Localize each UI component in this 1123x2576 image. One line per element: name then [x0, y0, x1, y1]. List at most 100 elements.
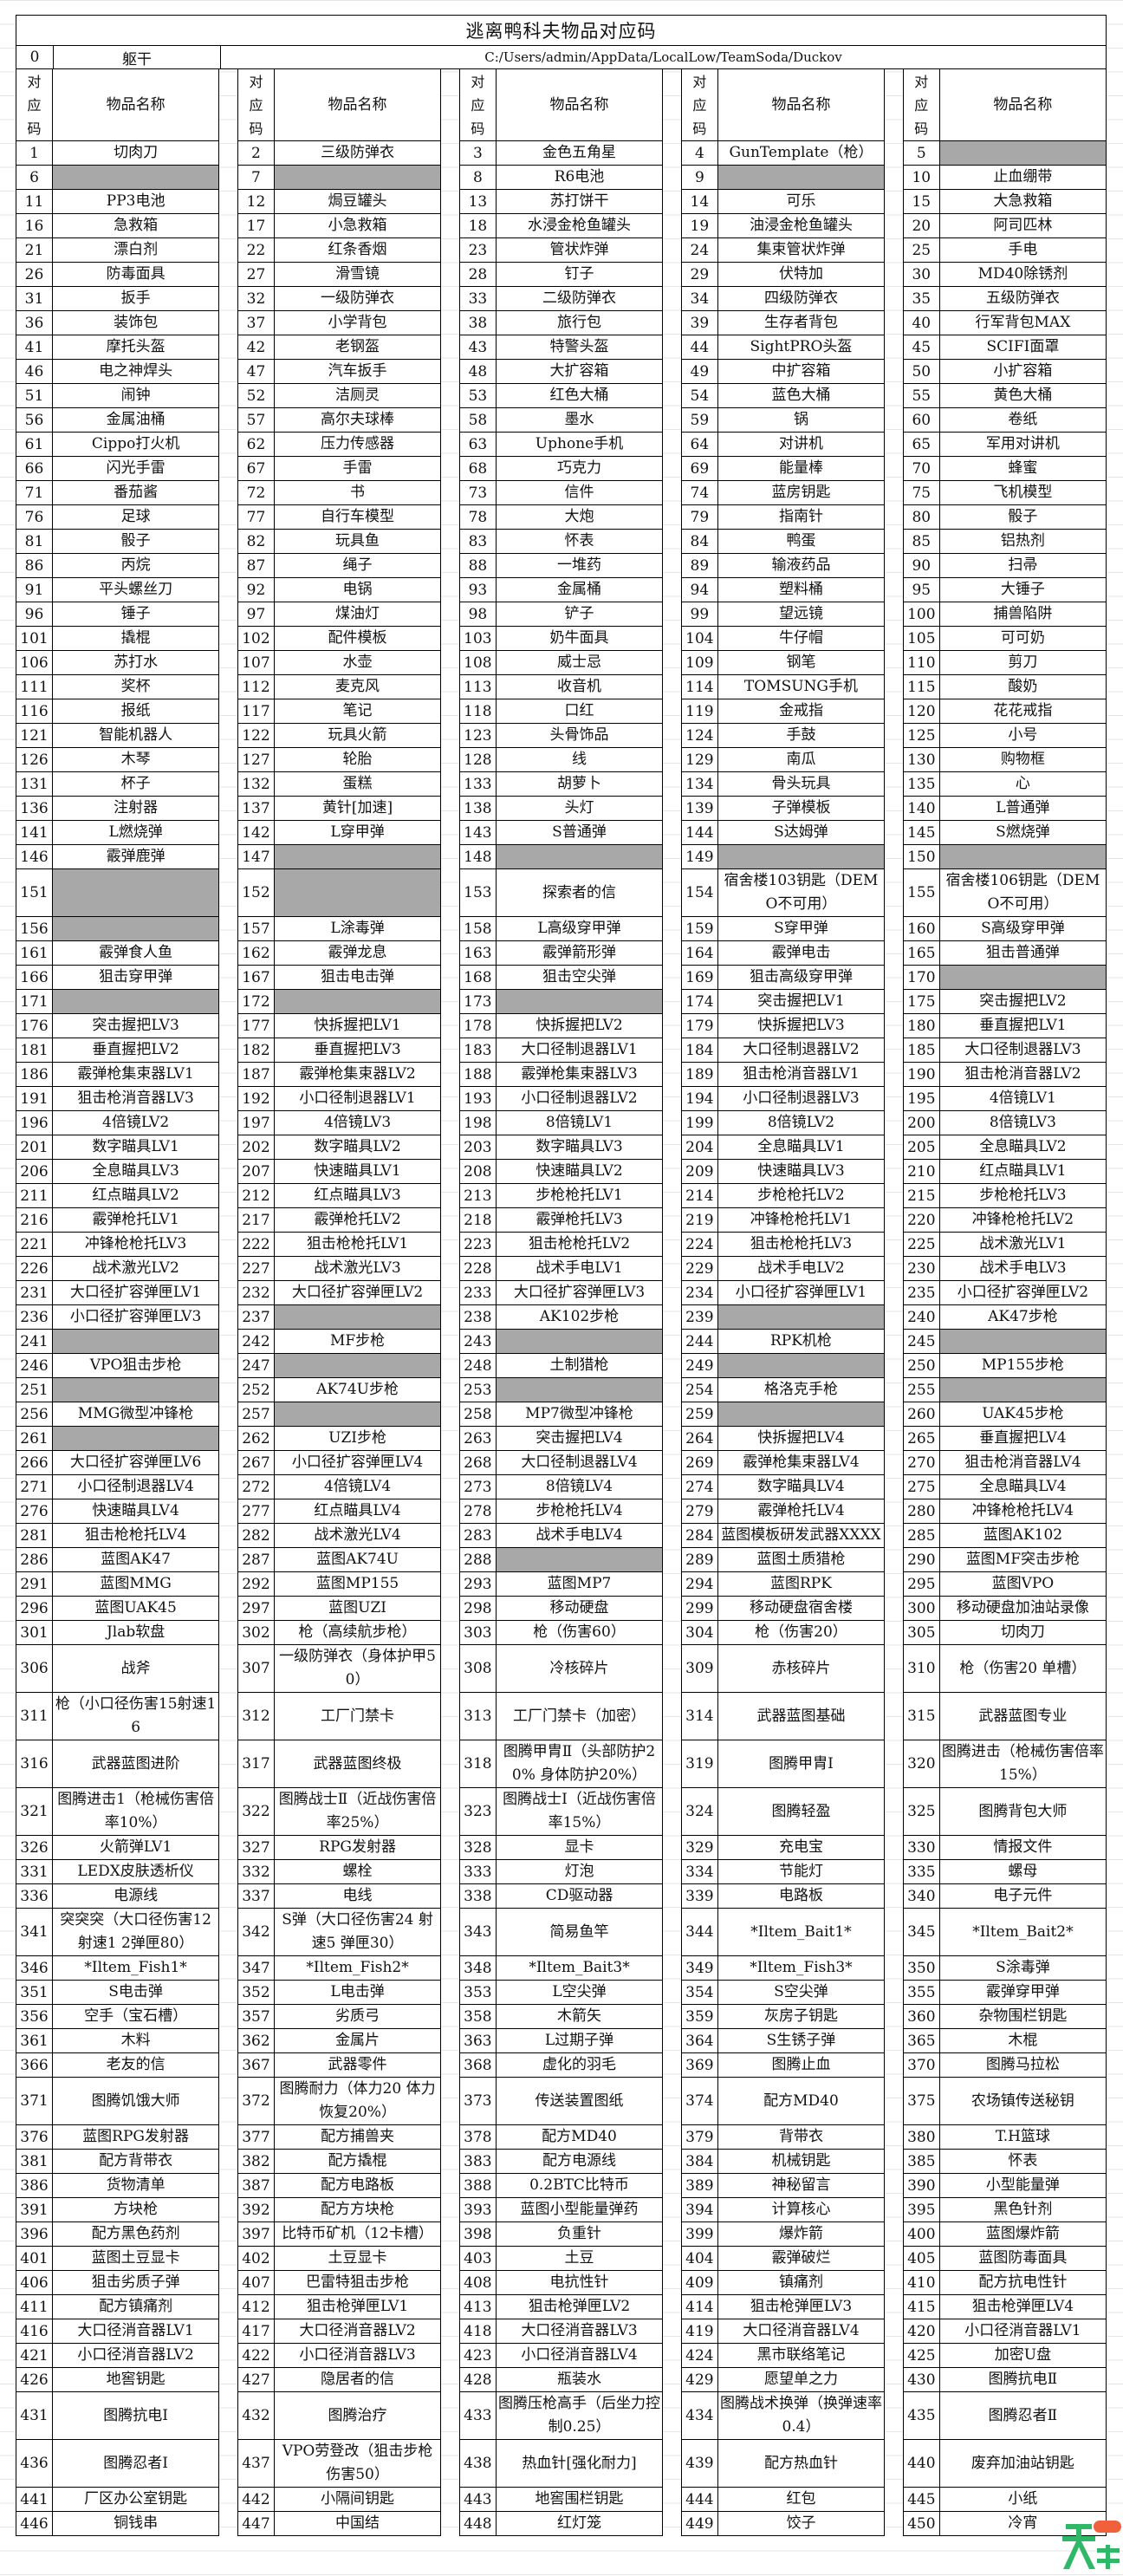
item-code: 395: [904, 2198, 940, 2221]
table-row: 101 撬棍 102 配件模板 103 奶牛面具 104 牛仔帽 105 可可奶: [16, 627, 1107, 651]
item-cell: 376 蓝图RPG发射器: [16, 2125, 220, 2150]
item-cell: 170: [902, 966, 1107, 990]
item-code: 142: [238, 821, 275, 844]
item-cell: 446 铜钱串: [16, 2512, 220, 2536]
item-name: 数字瞄具LV2: [314, 1138, 401, 1155]
item-name: 图腾治疗: [328, 2406, 387, 2424]
item-code: 421: [16, 2344, 53, 2367]
item-name: 大口径扩容弹匣LV1: [69, 1284, 202, 1301]
item-name: 8倍镜LV4: [545, 1478, 613, 1495]
table-row: 231 大口径扩容弹匣LV1 232 大口径扩容弹匣LV2 233 大口径扩容弹匣LV3 2…: [16, 1281, 1107, 1305]
item-name: 战术激光LV1: [979, 1235, 1067, 1252]
item-cell: 374 配方MD40: [680, 2078, 886, 2125]
item-code: 310: [904, 1645, 940, 1692]
item-code: 396: [16, 2222, 53, 2246]
item-cell: 41 摩托头盔: [16, 335, 220, 360]
item-name: 电抗性针: [549, 2274, 609, 2291]
item-name: 比特币矿机（12卡槽）: [282, 2225, 433, 2242]
item-cell: 150: [902, 845, 1107, 869]
item-code: 449: [682, 2512, 718, 2535]
item-code: 324: [682, 1788, 718, 1835]
item-code: 49: [682, 360, 718, 383]
item-name: 蓝图AK47: [101, 1551, 171, 1568]
item-code: 325: [904, 1788, 940, 1835]
item-code: 159: [682, 917, 718, 940]
item-cell: 115 酸奶: [902, 675, 1107, 699]
item-cell: 448 红灯笼: [458, 2512, 664, 2536]
item-cell: 153 探索者的信: [458, 869, 664, 917]
item-code: 276: [16, 1499, 53, 1523]
table-row: 46 电之神焊头 47 汽车扳手 48 大扩容箱 49 中扩容箱 50 小扩容箱: [16, 360, 1107, 384]
item-cell: 21 漂白剂: [16, 238, 220, 263]
item-cell: 247: [237, 1354, 442, 1378]
item-name: 4倍镜LV1: [989, 1090, 1056, 1107]
header-code-char: 应: [692, 96, 707, 114]
table-row: 406 狙击劣质子弹 407 巴雷特狙击步枪 408 电抗性针 409 镇痛剂 410 配方抗电性…: [16, 2271, 1107, 2295]
item-name: [274, 1305, 441, 1329]
item-cell: 253: [458, 1378, 664, 1402]
item-cell: 53 红色大桶: [458, 384, 664, 408]
item-cell: 248 土制猎枪: [458, 1354, 664, 1378]
item-cell: 215 步枪枪托LV3: [902, 1184, 1107, 1208]
header-code-char: 码: [914, 120, 929, 137]
item-cell: 6: [16, 166, 220, 190]
table-row: 321 图腾进击1（枪械伤害倍率10%） 322 图腾战士Ⅱ（近战伤害倍率25%） 32…: [16, 1788, 1107, 1836]
item-name: 飞机模型: [993, 484, 1053, 501]
item-cell: 101 撬棍: [16, 627, 220, 651]
item-cell: 178 快拆握把LV2: [458, 1014, 664, 1038]
item-cell: 100 捕兽陷阱: [902, 602, 1107, 627]
item-cell: 131 杯子: [16, 772, 220, 797]
item-cell: 30 MD40除锈剂: [902, 263, 1107, 287]
table-row: 316 武器蓝图进阶 317 武器蓝图终极 318 图腾甲胄Ⅱ（头部防护20% 身体防护2…: [16, 1740, 1107, 1788]
table-row: 76 足球 77 自行车模型 78 大炮 79 指南针 80 骰子: [16, 505, 1107, 530]
table-row: 431 图腾抗电Ⅰ 432 图腾治疗 433 图腾压枪高手（后坐力控制0.25） 434 图腾…: [16, 2392, 1107, 2440]
header-code-char: 对: [471, 73, 485, 90]
item-name: AK47步枪: [988, 1308, 1058, 1325]
item-cell: 74 蓝房钥匙: [680, 481, 886, 505]
item-cell: 70 蜂蜜: [902, 457, 1107, 481]
item-cell: 422 小口径消音器LV3: [237, 2344, 442, 2368]
item-name: 宿舍楼103钥匙（DEMO不可用）: [724, 872, 879, 913]
item-code: 44: [682, 335, 718, 359]
item-code: 243: [460, 1330, 497, 1353]
item-name: [939, 1330, 1107, 1353]
item-code: 340: [904, 1884, 940, 1908]
item-cell: 85 铝热剂: [902, 530, 1107, 554]
item-code: 59: [682, 408, 718, 432]
item-name: PP3电池: [106, 192, 166, 210]
item-cell: 160 S高级穿甲弹: [902, 917, 1107, 941]
item-name: 阿司匹林: [993, 217, 1053, 234]
item-name: 扫帚: [1008, 556, 1038, 574]
item-code: 204: [682, 1135, 718, 1159]
item-cell: 329 充电宝: [680, 1836, 886, 1860]
item-code: 362: [238, 2029, 275, 2052]
item-name: 火箭弹LV1: [99, 1838, 172, 1856]
item-cell: 334 节能灯: [680, 1860, 886, 1884]
item-cell: 391 方块枪: [16, 2198, 220, 2222]
item-code: 184: [682, 1038, 718, 1062]
item-cell: 117 笔记: [237, 699, 442, 724]
item-name: 空手（宝石槽）: [84, 2007, 188, 2025]
item-code: 433: [460, 2392, 497, 2439]
item-cell: 443 地窖围栏钥匙: [458, 2488, 664, 2512]
header-group: 对应码 物品名称: [237, 69, 442, 141]
table-row: 421 小口径消音器LV2 422 小口径消音器LV3 423 小口径消音器LV4 424 黑…: [16, 2344, 1107, 2368]
item-cell: 416 大口径消音器LV1: [16, 2319, 220, 2344]
item-name: 小口径扩容弹匣LV3: [69, 1308, 202, 1325]
header-code-char: 对: [249, 73, 263, 90]
item-name: 金戒指: [778, 702, 823, 719]
item-code: 249: [682, 1354, 718, 1377]
item-cell: 402 土豆显卡: [237, 2247, 442, 2271]
item-code: 39: [682, 311, 718, 335]
item-cell: 251: [16, 1378, 220, 1402]
item-name: 煤油灯: [335, 605, 380, 622]
item-code: 264: [682, 1427, 718, 1450]
item-name: 蓝图防毒面具: [978, 2249, 1068, 2267]
item-cell: 18 水浸金枪鱼罐头: [458, 214, 664, 238]
item-code: 124: [682, 724, 718, 747]
item-cell: 255: [902, 1378, 1107, 1402]
item-code: 332: [238, 1860, 275, 1883]
item-name: 配方捕兽夹: [321, 2128, 395, 2145]
item-code: 200: [904, 1111, 940, 1135]
item-cell: 152: [237, 869, 442, 917]
